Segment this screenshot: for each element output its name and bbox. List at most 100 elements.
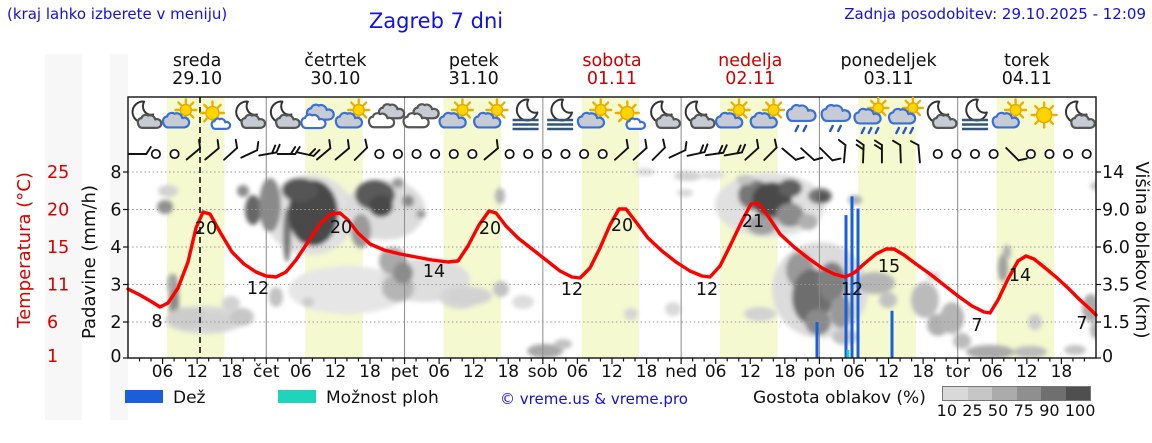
temperature-labels: 8 20 12 20 14 20 12 20 12 21 12 15 7 14 7 — [151, 212, 1087, 336]
temperature-value-label: 14 — [1009, 266, 1031, 286]
raindrop-icon — [829, 124, 834, 133]
cloud-blob — [269, 287, 283, 307]
cloud-blob — [674, 171, 702, 181]
wind-calm-icon — [504, 148, 515, 160]
wind-calm-icon — [969, 148, 981, 160]
wind-barb-icon — [855, 139, 865, 164]
x-tick-label: 12 — [878, 362, 900, 382]
weather-icon-clouds — [402, 103, 440, 129]
cloud-blob — [448, 287, 492, 305]
precip-tick-label: 8 — [110, 163, 121, 183]
temperature-value-label: 15 — [878, 257, 900, 277]
precip-tick-label: 0 — [110, 347, 121, 367]
temperature-value-label: 20 — [611, 216, 633, 236]
cloud-blob — [237, 185, 249, 197]
raindrop-icon — [895, 126, 901, 135]
wind-barb-icon — [668, 141, 688, 159]
cloud-density-gradient — [942, 386, 1091, 401]
temp-tick-label: 15 — [47, 238, 69, 258]
day-date: 02.11 — [725, 69, 776, 89]
day-header-sreda: sreda 29.10 — [127, 52, 267, 88]
density-gradient-step — [992, 387, 1017, 400]
wind-calm-icon — [1081, 148, 1092, 160]
temperature-value-label: 20 — [330, 218, 352, 238]
cloud-blob — [157, 200, 173, 214]
wind-barb-icon — [483, 139, 499, 161]
x-tick-label: 18 — [497, 362, 519, 382]
x-day-abbr-label: pon — [803, 362, 835, 382]
day-date: 31.10 — [448, 69, 499, 89]
cloud-icon — [785, 103, 817, 123]
wind-barb-icon — [892, 139, 902, 164]
density-gradient-step — [1041, 387, 1066, 400]
weather-icon-moon-cloud — [131, 100, 163, 130]
wind-barb-icon — [1005, 147, 1028, 162]
cloud-icon — [438, 111, 467, 129]
weather-icon-sun-cloud — [161, 98, 198, 129]
wind-barb-icon — [334, 139, 350, 161]
moon-icon — [550, 98, 574, 122]
precip-tick-label: 6 — [110, 201, 121, 221]
temperature-value-label: 12 — [561, 280, 583, 300]
cloud-blob — [1013, 346, 1047, 358]
x-tick-label: 12 — [601, 362, 623, 382]
cloud-blob — [879, 292, 897, 308]
weather-icon-sun-cloud — [991, 98, 1028, 129]
temperature-value-label: 14 — [423, 262, 445, 282]
raindrop-icon — [902, 126, 908, 135]
wind-calm-icon — [932, 148, 943, 160]
density-tick-label: 50 — [987, 401, 1009, 420]
margin-strip-left — [45, 54, 82, 420]
day-date: 01.11 — [586, 69, 638, 89]
cloud-blob — [302, 297, 314, 307]
showers-legend-swatch — [278, 390, 316, 403]
x-day-abbr-label: pet — [391, 362, 419, 382]
temp-axis-title: Temperatura (°C) — [14, 172, 35, 329]
x-tick-label: 12 — [325, 362, 347, 382]
wind-barb-icon — [723, 143, 747, 157]
cloud-blob — [369, 195, 393, 217]
cloud-icon — [853, 107, 882, 125]
moon-icon — [515, 98, 539, 122]
raindrop-icon — [909, 126, 915, 135]
wind-calm-icon — [448, 148, 459, 160]
wind-calm-icon — [392, 148, 403, 160]
day-header-nedelja: nedelja 02.11 — [680, 52, 820, 88]
cloud-icon — [300, 113, 327, 130]
weather-icon-cloud — [300, 103, 335, 130]
day-name: nedelja — [718, 51, 783, 71]
daylight-band — [443, 97, 502, 358]
rain-bar — [850, 196, 854, 358]
cloud-blob — [512, 295, 534, 309]
cloud-icon — [367, 112, 396, 129]
copyright-link[interactable]: © vreme.us & vreme.pro — [500, 390, 688, 408]
cloud-blob — [527, 344, 563, 358]
cloud-blob — [495, 188, 505, 204]
wind-barb-icon — [819, 147, 842, 162]
sun-icon — [1030, 101, 1058, 129]
weather-icon-clouds — [367, 103, 406, 129]
wind-barb-icon — [781, 147, 805, 161]
location-hint: (kraj lahko izberete v meniju) — [7, 5, 228, 23]
x-day-abbr-label: ned — [665, 362, 697, 382]
temp-tick-label: 25 — [47, 163, 69, 183]
cloud-blob — [402, 195, 414, 207]
cloud-blob — [259, 178, 281, 232]
wind-barb-icon — [127, 146, 152, 155]
height-tick-label: 6.0 — [1102, 238, 1130, 258]
weather-icon-sun-small-cloud — [199, 100, 232, 130]
wind-barb-icon — [910, 140, 921, 164]
weather-icon-sun-cloud — [715, 98, 751, 129]
cloud-blob — [855, 272, 895, 294]
wind-calm-icon — [597, 148, 608, 160]
cloud-blob — [966, 345, 1014, 358]
density-gradient-step — [943, 387, 968, 400]
day-header-četrtek: četrtek 30.10 — [265, 52, 405, 88]
temperature-value-label: 20 — [195, 219, 217, 239]
temp-tick-label: 11 — [47, 276, 69, 296]
x-tick-label: 06 — [428, 362, 450, 382]
wind-calm-icon — [374, 148, 385, 160]
x-tick-label: 18 — [636, 362, 658, 382]
wind-calm-icon — [411, 148, 422, 160]
raindrop-icon — [874, 126, 880, 135]
